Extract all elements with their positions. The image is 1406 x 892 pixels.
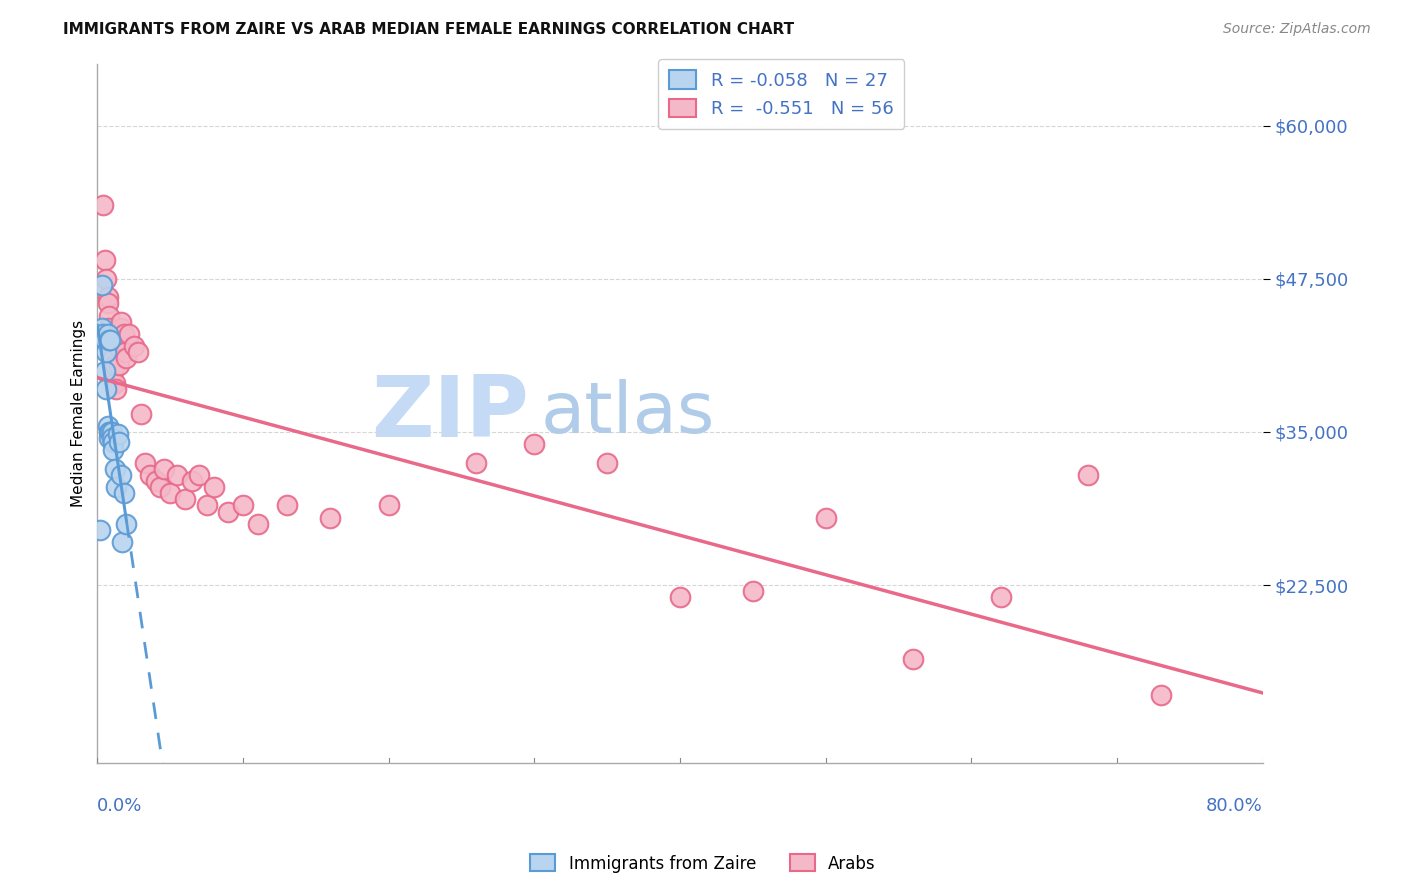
Point [93,333,115,347]
Point [94,345,117,359]
Point [103,351,125,366]
Point [166,467,188,482]
Point [129,407,152,421]
Point [103,364,125,378]
Text: atlas: atlas [540,379,714,448]
Point [122,339,145,353]
Point [93,253,115,268]
Point [98,333,121,347]
Point [1077,467,1099,482]
Point [96,290,118,304]
Point [93,364,115,378]
Point [110,320,132,334]
Point [104,461,127,475]
Point [246,516,269,531]
Point [139,467,162,482]
Point [94,382,117,396]
Point [101,345,124,359]
Point [111,535,134,549]
Point [107,339,129,353]
Point [145,474,167,488]
Point [100,425,122,439]
Point [107,427,129,442]
Legend: Immigrants from Zaire, Arabs: Immigrants from Zaire, Arabs [524,847,882,880]
Point [202,480,225,494]
Point [96,296,118,310]
Point [90,320,112,334]
Point [990,591,1012,605]
Point [103,443,125,458]
Point [96,326,118,341]
Point [523,437,546,451]
Point [114,345,136,359]
Point [377,499,399,513]
Point [100,326,122,341]
Point [101,425,124,439]
Point [112,486,135,500]
Point [465,456,488,470]
Point [103,434,125,449]
Point [110,467,132,482]
Y-axis label: Median Female Earnings: Median Female Earnings [72,320,86,508]
Text: Source: ZipAtlas.com: Source: ZipAtlas.com [1223,22,1371,37]
Point [111,333,134,347]
Point [100,333,122,347]
Point [98,431,121,445]
Point [173,492,195,507]
Point [195,499,218,513]
Legend: R = -0.058   N = 27, R =  -0.551   N = 56: R = -0.058 N = 27, R = -0.551 N = 56 [658,60,904,128]
Text: 80.0%: 80.0% [1206,797,1263,815]
Point [98,309,121,323]
Point [115,516,138,531]
Point [814,510,837,524]
Point [90,277,112,292]
Text: 0.0%: 0.0% [97,797,143,815]
Point [104,358,127,372]
Point [118,326,141,341]
Text: IMMIGRANTS FROM ZAIRE VS ARAB MEDIAN FEMALE EARNINGS CORRELATION CHART: IMMIGRANTS FROM ZAIRE VS ARAB MEDIAN FEM… [63,22,794,37]
Point [105,382,128,396]
Point [901,651,924,665]
Text: ZIP: ZIP [371,372,529,455]
Point [98,425,121,439]
Point [110,315,132,329]
Point [276,499,298,513]
Point [101,339,124,353]
Point [101,431,124,445]
Point [181,474,204,488]
Point [741,584,763,599]
Point [217,505,239,519]
Point [115,351,138,366]
Point [149,480,172,494]
Point [112,326,135,341]
Point [232,499,254,513]
Point [669,591,692,605]
Point [596,456,619,470]
Point [108,434,131,449]
Point [91,326,114,341]
Point [127,345,149,359]
Point [159,486,181,500]
Point [89,523,111,537]
Point [134,456,156,470]
Point [188,467,211,482]
Point [108,358,131,372]
Point [96,418,118,433]
Point [153,461,176,475]
Point [319,510,342,524]
Point [100,333,122,347]
Point [98,320,121,334]
Point [104,376,127,390]
Point [94,272,117,286]
Point [1150,689,1173,703]
Point [91,198,114,212]
Point [105,480,128,494]
